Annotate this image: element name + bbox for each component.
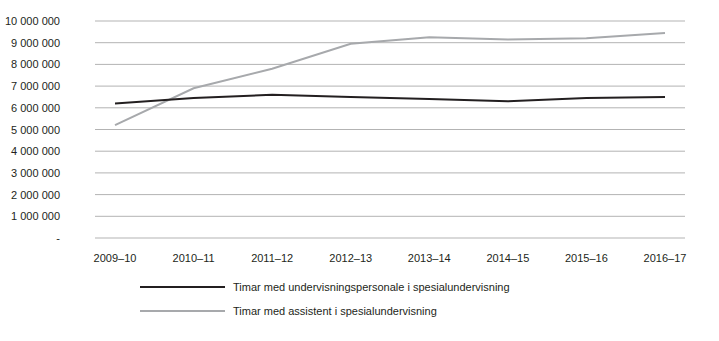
legend: Timar med undervisningspersonale i spesi… (140, 281, 510, 317)
grid-line (95, 151, 685, 152)
legend-label: Timar med undervisningspersonale i spesi… (233, 281, 510, 293)
x-tick-label: 2010–11 (173, 252, 215, 264)
grid-line (95, 86, 685, 87)
grid-line (95, 238, 685, 239)
legend-label: Timar med assistent i spesialundervisnin… (233, 305, 437, 317)
grid-line (95, 42, 685, 43)
x-tick-label: 2011–12 (251, 252, 293, 264)
grid-line (95, 21, 685, 22)
legend-swatch (140, 286, 225, 288)
grid-line (95, 129, 685, 130)
y-tick-label: 7 000 000 (11, 80, 60, 92)
y-tick-label: 6 000 000 (11, 102, 60, 114)
grid-line (95, 172, 685, 173)
series-line (115, 95, 665, 104)
grid-line (95, 107, 685, 108)
x-tick-label: 2015–16 (565, 252, 608, 264)
grid-line (95, 64, 685, 65)
grid-line (95, 216, 685, 217)
y-tick-label: 8 000 000 (11, 58, 60, 70)
y-tick-label: 2 000 000 (11, 189, 60, 201)
x-tick-label: 2012–13 (329, 252, 372, 264)
y-tick-label: 5 000 000 (11, 124, 60, 136)
grid (95, 21, 685, 238)
y-tick-label: 9 000 000 (11, 37, 60, 49)
grid-line (95, 194, 685, 195)
y-tick-label: - (56, 232, 60, 244)
chart: - 1 000 000 2 000 000 3 000 000 4 000 000 5 0… (0, 0, 719, 341)
x-tick-label: 2009–10 (94, 252, 137, 264)
legend-swatch (140, 310, 225, 312)
lines (115, 33, 665, 125)
x-tick-label: 2013–14 (408, 252, 451, 264)
y-tick-label: 1 000 000 (11, 210, 60, 222)
x-tick-label: 2016–17 (644, 252, 687, 264)
x-tick-label: 2014–15 (486, 252, 529, 264)
y-tick-label: 4 000 000 (11, 145, 60, 157)
series-line (115, 33, 665, 125)
y-tick-label: 3 000 000 (11, 167, 60, 179)
y-tick-label: 10 000 000 (5, 15, 60, 27)
